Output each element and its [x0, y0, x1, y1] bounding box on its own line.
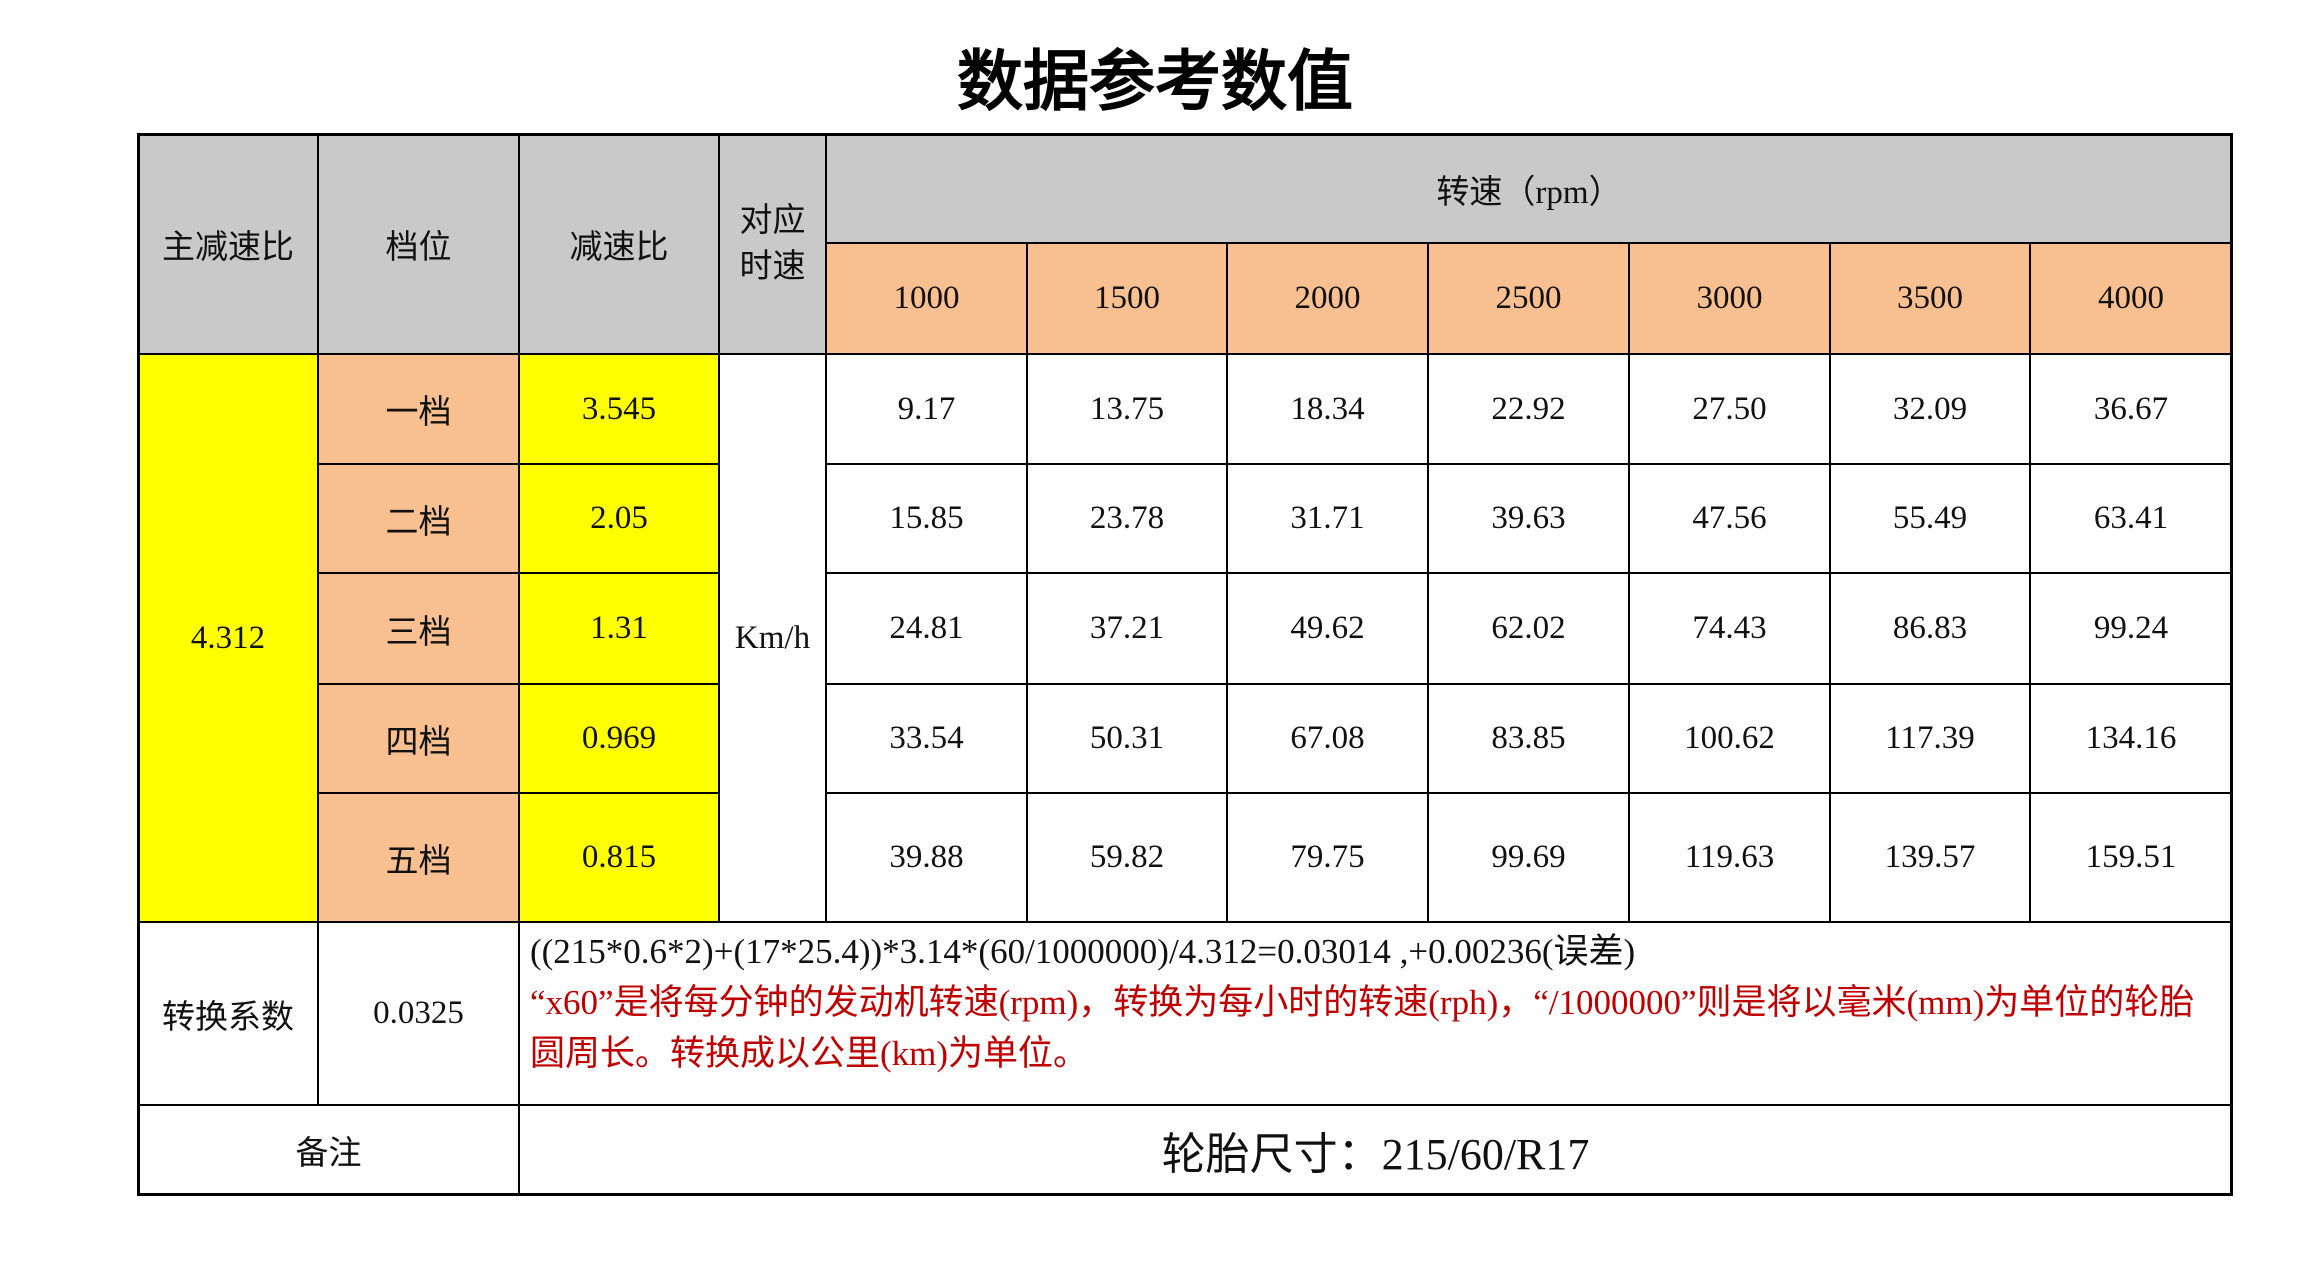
speed: 39.88 [826, 793, 1027, 922]
rpm-header: 1000 [826, 243, 1027, 354]
speed: 74.43 [1629, 573, 1830, 684]
speed: 50.31 [1027, 684, 1227, 793]
speed: 159.51 [2030, 793, 2232, 922]
speed: 33.54 [826, 684, 1027, 793]
speed: 86.83 [1830, 573, 2030, 684]
speed: 99.24 [2030, 573, 2232, 684]
speed: 24.81 [826, 573, 1027, 684]
formula-cell: ((215*0.6*2)+(17*25.4))*3.14*(60/1000000… [519, 922, 2232, 1105]
speed: 117.39 [1830, 684, 2030, 793]
speed: 39.63 [1428, 464, 1629, 573]
speed: 15.85 [826, 464, 1027, 573]
rpm-header: 2500 [1428, 243, 1629, 354]
header-cell: 减速比 [519, 134, 719, 354]
rpm-header: 2000 [1227, 243, 1428, 354]
header-cell: 对应 时速 [719, 134, 826, 354]
speed: 32.09 [1830, 354, 2030, 464]
gear: 四档 [318, 684, 519, 793]
speed: 139.57 [1830, 793, 2030, 922]
gear: 五档 [318, 793, 519, 922]
rpm-header: 3500 [1830, 243, 2030, 354]
speed: 63.41 [2030, 464, 2232, 573]
factor-label: 转换系数 [138, 922, 318, 1105]
note: 轮胎尺寸：215/60/R17 [519, 1105, 2232, 1195]
rpm-header: 4000 [2030, 243, 2232, 354]
speed: 83.85 [1428, 684, 1629, 793]
gear: 二档 [318, 464, 519, 573]
ratio: 0.969 [519, 684, 719, 793]
speed: 67.08 [1227, 684, 1428, 793]
header-line: 时速 [739, 249, 806, 285]
ratio: 2.05 [519, 464, 719, 573]
speed: 49.62 [1227, 573, 1428, 684]
rpm-header: 3000 [1629, 243, 1830, 354]
note-label: 备注 [138, 1105, 519, 1195]
speed: 62.02 [1428, 573, 1629, 684]
unit: Km/h [719, 354, 826, 922]
title: 数据参考数值 [957, 43, 1353, 120]
gear: 一档 [318, 354, 519, 464]
speed: 9.17 [826, 354, 1027, 464]
speed: 36.67 [2030, 354, 2232, 464]
speed: 134.16 [2030, 684, 2232, 793]
header-cell: 档位 [318, 134, 519, 354]
header-cell: 主减速比 [138, 134, 318, 354]
speed: 79.75 [1227, 793, 1428, 922]
formula: ((215*0.6*2)+(17*25.4))*3.14*(60/1000000… [530, 932, 1636, 971]
speed: 23.78 [1027, 464, 1227, 573]
explanation: “x60”是将每分钟的发动机转速(rpm)，转换为每小时的转速(rph)，“/1… [530, 982, 2195, 1073]
ratio: 0.815 [519, 793, 719, 922]
ratio: 1.31 [519, 573, 719, 684]
speed: 13.75 [1027, 354, 1227, 464]
gear: 三档 [318, 573, 519, 684]
speed: 27.50 [1629, 354, 1830, 464]
main-ratio: 4.312 [138, 354, 318, 922]
speed: 119.63 [1629, 793, 1830, 922]
header-cell: 转速（rpm） [826, 134, 2232, 243]
rpm-header: 1500 [1027, 243, 1227, 354]
header-line: 对应 [739, 202, 806, 239]
speed: 18.34 [1227, 354, 1428, 464]
ratio: 3.545 [519, 354, 719, 464]
speed: 31.71 [1227, 464, 1428, 573]
speed: 55.49 [1830, 464, 2030, 573]
speed: 37.21 [1027, 573, 1227, 684]
factor: 0.0325 [318, 922, 519, 1105]
speed: 100.62 [1629, 684, 1830, 793]
speed: 59.82 [1027, 793, 1227, 922]
speed: 99.69 [1428, 793, 1629, 922]
speed: 22.92 [1428, 354, 1629, 464]
speed: 47.56 [1629, 464, 1830, 573]
